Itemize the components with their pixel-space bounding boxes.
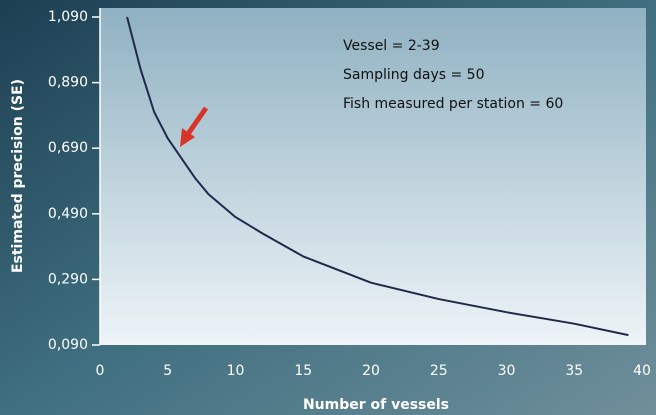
y-tick-label: 1,090 — [48, 9, 88, 25]
x-tick-label: 5 — [163, 363, 172, 379]
x-tick-label: 40 — [633, 363, 651, 379]
y-tick-label: 0,690 — [48, 140, 88, 156]
x-tick-label: 30 — [498, 363, 516, 379]
x-tick-label: 35 — [565, 363, 583, 379]
x-tick-label: 15 — [294, 363, 312, 379]
annotation: Sampling days = 50 — [343, 67, 484, 83]
plot-area — [100, 8, 646, 345]
y-axis-title: Estimated precision (SE) — [10, 79, 26, 273]
y-tick-label: 0,890 — [48, 75, 88, 91]
x-tick-label: 20 — [362, 363, 380, 379]
x-tick-label: 10 — [227, 363, 245, 379]
annotation: Fish measured per station = 60 — [343, 96, 563, 112]
y-tick-label: 0,090 — [48, 337, 88, 353]
x-tick-label: 0 — [96, 363, 105, 379]
annotation: Vessel = 2-39 — [343, 38, 440, 54]
y-tick-label: 0,490 — [48, 206, 88, 222]
chart: Vessel = 2-39 Sampling days = 50 Fish me… — [0, 0, 656, 415]
x-axis-title: Number of vessels — [303, 397, 449, 413]
y-tick-label: 0,290 — [48, 271, 88, 287]
x-tick-label: 25 — [430, 363, 448, 379]
